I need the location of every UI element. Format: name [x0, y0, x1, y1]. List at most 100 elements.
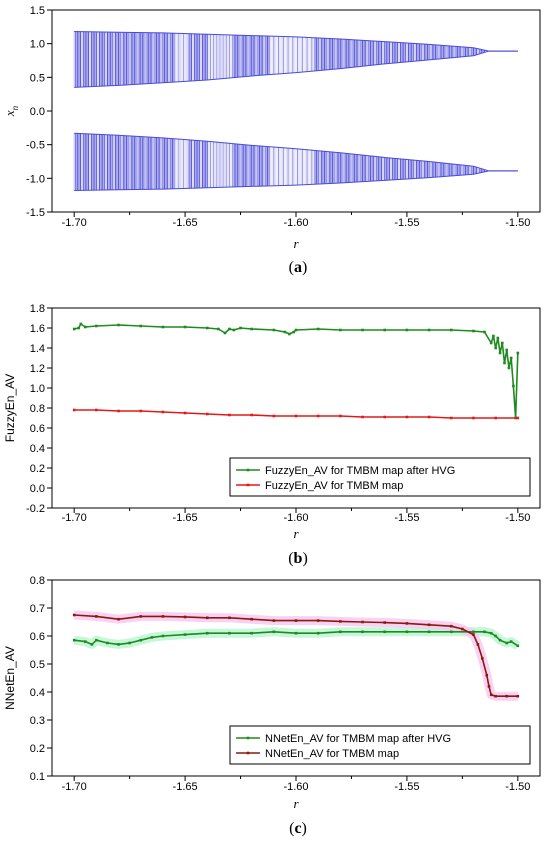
series-1: [72, 408, 520, 420]
data-point: [505, 641, 509, 645]
data-point: [72, 408, 76, 412]
band-edge-bottom: [74, 50, 518, 88]
legend: NNetEn_AV for TMBM map after HVG NNetEn_A…: [229, 725, 531, 765]
data-point: [383, 621, 387, 624]
data-point: [516, 694, 520, 698]
caption-letter: c: [294, 820, 301, 837]
y-tick-label: 0.2: [30, 463, 45, 475]
y-axis-label-subscript: n: [10, 105, 20, 110]
x-tick-label: -1.70: [62, 512, 87, 524]
data-point: [427, 328, 431, 332]
x-tick-label: -1.65: [173, 781, 198, 793]
data-point: [139, 638, 143, 642]
data-point: [405, 415, 409, 419]
y-tick-label: 1.2: [30, 363, 45, 375]
legend-swatch-marker: [246, 483, 250, 487]
data-point: [494, 346, 497, 350]
y-tick-label: 0.1: [30, 771, 45, 783]
data-point: [316, 619, 320, 622]
data-point: [139, 409, 143, 413]
data-point: [494, 634, 497, 638]
data-point: [250, 617, 253, 621]
y-tick-label: 1.6: [30, 323, 45, 335]
data-point: [492, 334, 495, 338]
y-axis-label: FuzzyEn_AV: [3, 374, 17, 442]
y-axis-label-text: NNetEn_AV: [3, 646, 17, 710]
data-point: [232, 328, 236, 332]
legend: FuzzyEn_AV for TMBM map after HVG FuzzyEn…: [229, 457, 531, 497]
data-point: [509, 356, 513, 360]
x-axis-label: r: [293, 526, 299, 541]
data-point: [483, 630, 486, 634]
y-tick-label: 0.5: [30, 72, 45, 84]
data-point: [161, 410, 165, 414]
y-tick-label: 1.0: [30, 383, 45, 395]
data-point: [183, 633, 187, 636]
data-point: [72, 613, 76, 617]
y-tick-label: 0.0: [30, 106, 45, 118]
data-point: [150, 636, 154, 639]
data-point: [512, 384, 515, 388]
data-point: [496, 336, 500, 340]
data-point: [509, 640, 513, 643]
data-point: [223, 331, 227, 335]
y-tick-label: 0.5: [30, 659, 45, 671]
data-point: [316, 414, 320, 418]
y-axis-label: NNetEn_AV: [3, 646, 17, 710]
data-point: [505, 348, 509, 352]
data-point: [205, 412, 209, 416]
y-tick-label: -1.0: [26, 173, 45, 185]
y-tick-label: 1.8: [30, 303, 45, 315]
data-point: [316, 327, 320, 331]
data-point: [83, 640, 87, 643]
data-point: [361, 630, 364, 634]
band-edge-top: [74, 132, 518, 172]
legend-label: NNetEn_AV for TMBM map after HVG: [265, 733, 451, 745]
y-tick-label: -1.5: [26, 207, 45, 219]
data-point: [95, 638, 98, 642]
chart-panel-b: -1.70 -1.65 -1.60 -1.55 -1.50 -0.2 0.0 0.2 0.4 0.…: [3, 303, 541, 567]
data-point: [483, 330, 486, 334]
data-point: [117, 643, 120, 646]
x-tick-label: -1.55: [394, 781, 419, 793]
data-point: [383, 328, 387, 332]
data-point: [106, 641, 109, 645]
data-point: [72, 327, 76, 331]
data-point: [95, 615, 98, 618]
data-point: [183, 615, 187, 619]
data-point: [516, 351, 520, 355]
data-point: [161, 325, 165, 329]
y-tick-label: 1.0: [30, 39, 45, 51]
series-0: [72, 322, 520, 420]
y-tick-label: 0.7: [30, 603, 45, 615]
y-tick-label: 0.8: [30, 575, 45, 587]
legend-label: FuzzyEn_AV for TMBM map: [265, 480, 403, 492]
data-point: [383, 630, 387, 634]
data-point: [228, 413, 231, 417]
data-point: [449, 328, 453, 332]
data-point: [516, 416, 520, 420]
data-point: [228, 631, 231, 635]
data-point: [472, 416, 475, 420]
data-point: [361, 328, 364, 332]
data-point: [472, 633, 475, 636]
data-point: [487, 685, 491, 688]
caption-letter: a: [294, 259, 302, 276]
data-point: [405, 622, 409, 625]
data-point: [283, 330, 287, 334]
data-point: [427, 630, 431, 634]
data-point: [79, 322, 83, 326]
x-tick-label: -1.60: [283, 217, 308, 229]
data-point: [383, 415, 387, 419]
legend-swatch-marker: [246, 751, 250, 755]
data-point: [516, 644, 520, 648]
legend-box: [229, 725, 531, 765]
data-point: [183, 325, 187, 329]
data-point: [292, 330, 296, 334]
data-point: [449, 416, 453, 420]
data-point: [72, 638, 76, 642]
data-point: [228, 616, 231, 620]
data-point: [489, 631, 493, 635]
y-tick-label: 0.4: [30, 687, 45, 699]
